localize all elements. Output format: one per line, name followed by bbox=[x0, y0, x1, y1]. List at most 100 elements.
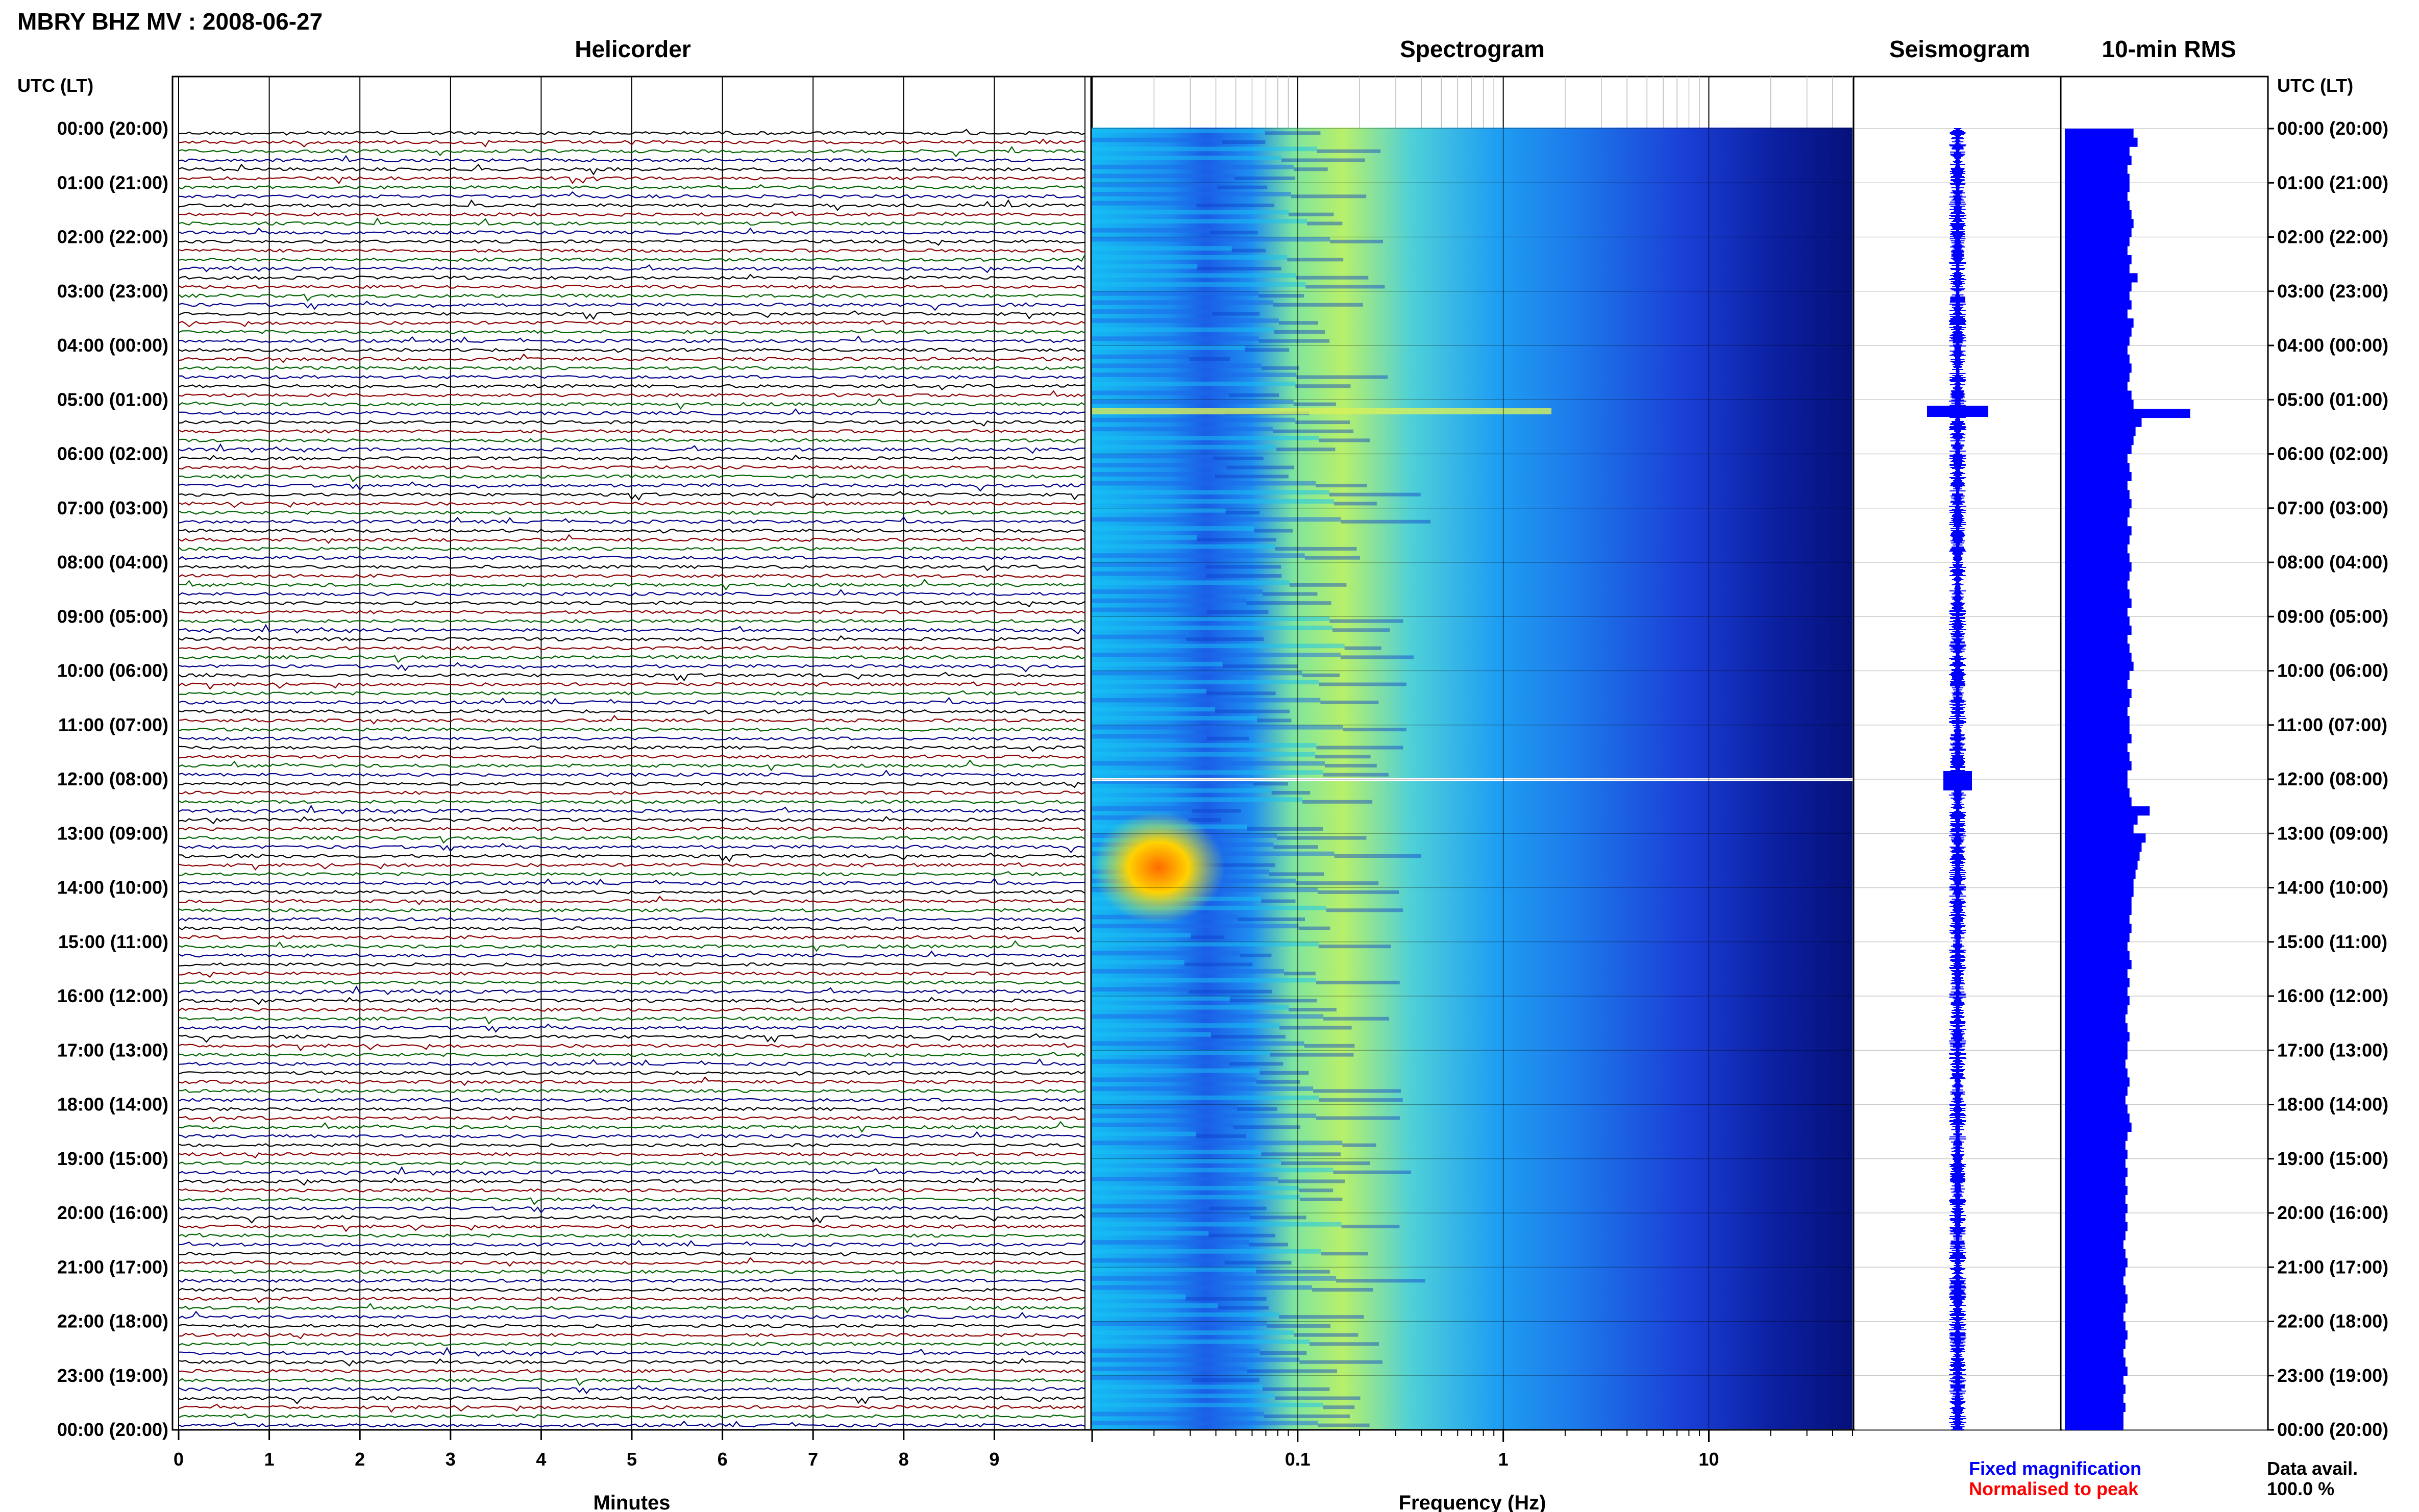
rms-bar bbox=[2065, 201, 2130, 210]
spectrogram-stripe bbox=[1295, 881, 1379, 885]
helicorder-trace bbox=[178, 1023, 1085, 1033]
helicorder-x-label: Minutes bbox=[593, 1492, 670, 1512]
rms-bar bbox=[2065, 508, 2130, 517]
spectrogram-stripe bbox=[1092, 1367, 1247, 1371]
rms-bar bbox=[2065, 924, 2132, 933]
time-label-right: 07:00 (03:00) bbox=[2277, 498, 2388, 518]
rms-bar bbox=[2065, 779, 2128, 789]
rms-bar bbox=[2065, 1276, 2124, 1286]
spectrogram-stripe bbox=[1207, 610, 1269, 614]
spectrogram-stripe bbox=[1258, 294, 1304, 298]
spectrogram-stripe bbox=[1092, 634, 1186, 639]
helicorder-trace bbox=[178, 862, 1085, 871]
helicorder-trace bbox=[178, 420, 1085, 427]
time-label-left: 20:00 (16:00) bbox=[57, 1202, 168, 1223]
helicorder-trace bbox=[178, 398, 1085, 410]
spectrogram-stripe bbox=[1341, 519, 1430, 524]
spectrogram-stripe bbox=[1313, 1089, 1401, 1093]
spectrogram-stripe bbox=[1092, 1421, 1318, 1426]
spectrogram-stripe bbox=[1304, 556, 1361, 560]
spectrogram-stripe bbox=[1196, 203, 1275, 208]
rms-bar bbox=[2065, 237, 2130, 246]
rms-bar bbox=[2065, 1285, 2126, 1295]
spectrogram-stripe bbox=[1253, 782, 1288, 786]
spectrogram-stripe bbox=[1092, 273, 1296, 278]
helicorder-tick-label: 0 bbox=[174, 1449, 184, 1470]
rms-bar bbox=[2065, 129, 2134, 138]
spectrogram-stripe bbox=[1092, 327, 1274, 332]
spectrogram-stripe bbox=[1092, 1240, 1249, 1245]
spectrogram-stripe bbox=[1092, 1131, 1196, 1136]
rms-bar bbox=[2065, 526, 2132, 536]
helicorder-traces bbox=[178, 129, 1085, 1428]
spectrogram-title: Spectrogram bbox=[1400, 36, 1545, 62]
rms-bar bbox=[2065, 716, 2130, 726]
rms-bar bbox=[2065, 146, 2130, 156]
helicorder-trace bbox=[178, 534, 1085, 544]
spectrogram-stripe bbox=[1316, 980, 1400, 984]
helicorder-trace bbox=[178, 248, 1085, 253]
spectrogram-stripe bbox=[1278, 321, 1318, 325]
helicorder-trace bbox=[178, 1396, 1085, 1405]
rms-bar bbox=[2065, 444, 2132, 454]
spectrogram-stripe bbox=[1225, 511, 1260, 515]
spectrogram-stripe bbox=[1288, 212, 1334, 216]
spectrogram-stripe bbox=[1293, 402, 1336, 406]
helicorder-trace bbox=[178, 1213, 1085, 1224]
helicorder-trace bbox=[178, 474, 1085, 483]
spectrogram-stripe bbox=[1289, 583, 1347, 587]
rms-bar bbox=[2065, 905, 2132, 915]
spectrogram-stripe bbox=[1233, 1125, 1300, 1129]
helicorder-trace bbox=[178, 709, 1085, 714]
spectrogram-stripe bbox=[1092, 707, 1215, 712]
spectrogram-stripe bbox=[1205, 565, 1281, 569]
spectrogram-stripe bbox=[1295, 384, 1351, 388]
helicorder-trace bbox=[178, 501, 1085, 508]
helicorder-trace bbox=[178, 1342, 1085, 1347]
seismogram-trace bbox=[1927, 128, 1988, 1430]
helicorder-trace bbox=[178, 1143, 1085, 1148]
helicorder-trace bbox=[178, 1177, 1085, 1186]
spectrogram-stripe bbox=[1279, 1026, 1352, 1030]
spectrogram-stripe bbox=[1092, 219, 1307, 224]
spectrogram-stripe bbox=[1092, 987, 1189, 992]
helicorder-trace bbox=[178, 443, 1085, 454]
rms-bar bbox=[2065, 661, 2134, 671]
spectrogram-stripe bbox=[1334, 502, 1377, 506]
spectrogram-stripe bbox=[1092, 1023, 1280, 1028]
spectrogram-stripe bbox=[1092, 255, 1288, 260]
helicorder-tick-label: 1 bbox=[264, 1449, 275, 1470]
spectrogram-stripe bbox=[1092, 1150, 1262, 1154]
rms-bar bbox=[2065, 164, 2128, 174]
spectrogram-stripe bbox=[1092, 191, 1292, 196]
helicorder-trace bbox=[178, 997, 1085, 1005]
rms-bar bbox=[2065, 960, 2132, 970]
rms-bar bbox=[2065, 788, 2130, 798]
spectrogram-stripe bbox=[1092, 806, 1192, 811]
helicorder-trace bbox=[178, 556, 1085, 560]
rms-bar bbox=[2065, 707, 2128, 716]
rms-bar bbox=[2065, 752, 2130, 761]
spectrogram-stripe bbox=[1266, 1324, 1330, 1328]
helicorder-tick-label: 7 bbox=[808, 1449, 818, 1470]
spectrogram-stripe bbox=[1319, 1098, 1403, 1102]
helicorder-trace bbox=[178, 579, 1085, 591]
helicorder-trace bbox=[178, 1232, 1085, 1238]
spectrogram-stripe bbox=[1196, 1134, 1246, 1138]
time-label-right: 04:00 (00:00) bbox=[2277, 335, 2388, 356]
rms-bar bbox=[2065, 1312, 2124, 1322]
spectrogram-stripe bbox=[1281, 158, 1365, 162]
rms-bar bbox=[2065, 427, 2136, 436]
helicorder-trace bbox=[178, 1257, 1085, 1267]
spectrogram-stripe bbox=[1092, 797, 1302, 802]
figure-title: MBRY BHZ MV : 2008-06-27 bbox=[17, 8, 323, 35]
spectrogram-stripe bbox=[1186, 637, 1264, 641]
rms-bar bbox=[2065, 1204, 2128, 1213]
helicorder-trace bbox=[178, 293, 1085, 302]
spectrogram-stripe bbox=[1336, 1279, 1425, 1283]
spectrogram-stripe bbox=[1092, 779, 1253, 784]
spectrogram-stripe bbox=[1186, 1297, 1267, 1301]
helicorder-trace bbox=[178, 896, 1085, 906]
rms-bar bbox=[2065, 1104, 2128, 1114]
spectrogram-stripe bbox=[1306, 221, 1343, 226]
